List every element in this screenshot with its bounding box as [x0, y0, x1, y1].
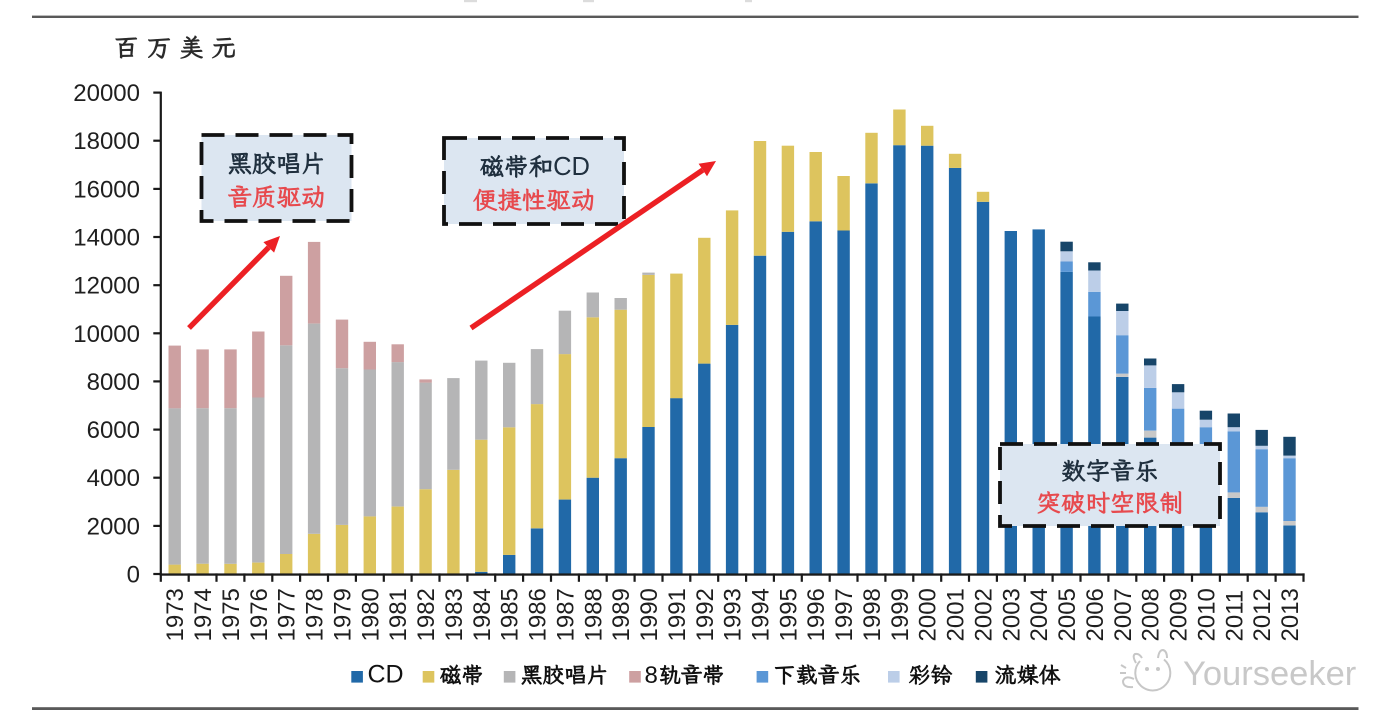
svg-text:1997: 1997 — [831, 588, 858, 641]
svg-text:CD: CD — [553, 153, 590, 181]
svg-text:1977: 1977 — [274, 588, 301, 641]
svg-text:2004: 2004 — [1026, 588, 1053, 641]
svg-text:1984: 1984 — [469, 588, 496, 641]
svg-text:8: 8 — [645, 662, 658, 689]
svg-text:1985: 1985 — [497, 588, 524, 641]
svg-text:2008: 2008 — [1138, 588, 1165, 641]
svg-text:2013: 2013 — [1277, 588, 1304, 641]
svg-text:1978: 1978 — [302, 588, 329, 641]
svg-text:1973: 1973 — [162, 588, 189, 641]
svg-text:2011: 2011 — [1221, 590, 1248, 642]
svg-text:2010: 2010 — [1193, 588, 1220, 641]
svg-text:1993: 1993 — [720, 588, 747, 641]
svg-text:1998: 1998 — [859, 588, 886, 641]
svg-text:2002: 2002 — [971, 588, 998, 641]
svg-text:16000: 16000 — [73, 176, 140, 203]
svg-text:1991: 1991 — [664, 588, 691, 641]
svg-text:1983: 1983 — [441, 588, 468, 641]
svg-text:1992: 1992 — [692, 588, 719, 641]
svg-text:2012: 2012 — [1249, 588, 1276, 641]
svg-text:1988: 1988 — [580, 588, 607, 641]
svg-text:18000: 18000 — [73, 128, 140, 155]
svg-text:1986: 1986 — [525, 588, 552, 641]
svg-text:1989: 1989 — [608, 588, 635, 641]
svg-text:1990: 1990 — [636, 588, 663, 641]
svg-text:0: 0 — [127, 562, 140, 589]
svg-text:2001: 2001 — [943, 588, 970, 641]
svg-text:10000: 10000 — [73, 321, 140, 348]
svg-text:1980: 1980 — [357, 588, 384, 641]
svg-text:1981: 1981 — [385, 588, 412, 641]
svg-text:2000: 2000 — [87, 513, 140, 540]
svg-text:Yourseeker: Yourseeker — [1183, 655, 1356, 693]
svg-text:1987: 1987 — [552, 588, 579, 641]
svg-text:1975: 1975 — [218, 588, 245, 641]
svg-text:14000: 14000 — [73, 225, 140, 252]
svg-text:1982: 1982 — [413, 588, 440, 641]
svg-text:1995: 1995 — [775, 588, 802, 641]
svg-text:2005: 2005 — [1054, 588, 1081, 641]
svg-text:CD: CD — [368, 661, 404, 689]
svg-text:2003: 2003 — [998, 588, 1025, 641]
svg-text:1994: 1994 — [748, 588, 775, 641]
svg-text:2007: 2007 — [1110, 588, 1137, 641]
svg-text:1976: 1976 — [246, 588, 273, 641]
svg-text:8000: 8000 — [87, 369, 140, 396]
svg-text:1999: 1999 — [887, 588, 914, 641]
svg-text:2009: 2009 — [1166, 588, 1193, 641]
svg-text:2000: 2000 — [915, 588, 942, 641]
svg-text:4000: 4000 — [87, 465, 140, 492]
svg-text:12000: 12000 — [73, 273, 140, 300]
svg-text:20000: 20000 — [73, 80, 140, 107]
svg-text:1974: 1974 — [190, 588, 217, 641]
svg-text:1979: 1979 — [330, 588, 357, 641]
svg-text:6000: 6000 — [87, 417, 140, 444]
svg-text:2006: 2006 — [1082, 588, 1109, 641]
svg-text:1996: 1996 — [803, 588, 830, 641]
